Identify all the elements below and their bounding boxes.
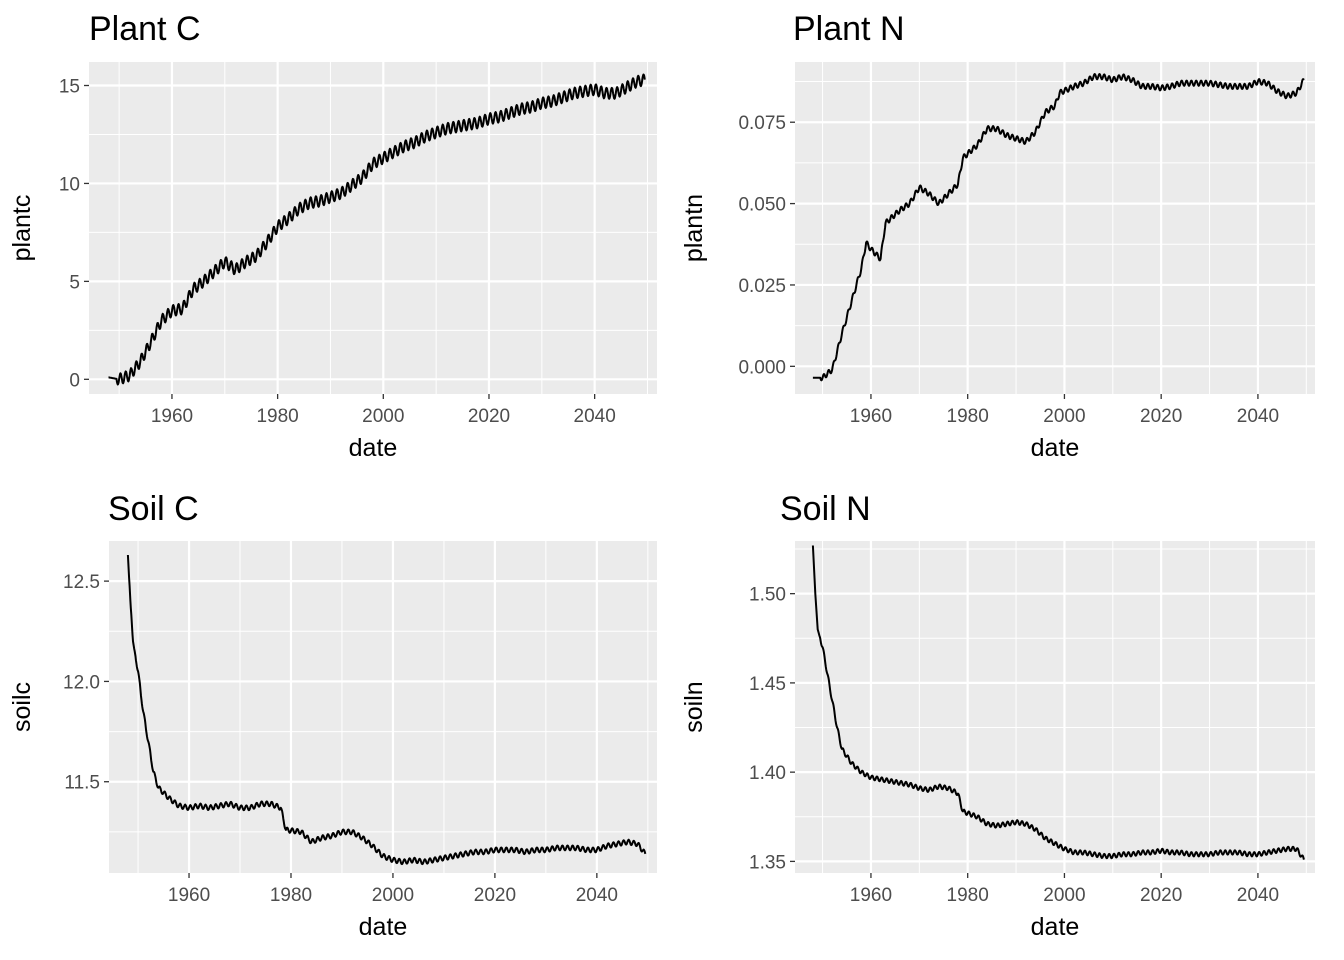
x-tick-label: 2020 bbox=[468, 406, 510, 427]
y-axis-title: soiln bbox=[680, 681, 708, 732]
y-tick-label: 0 bbox=[69, 370, 80, 391]
x-tick-label: 1980 bbox=[256, 406, 298, 427]
x-tick-label: 1980 bbox=[947, 885, 989, 906]
x-tick-label: 1960 bbox=[850, 406, 892, 427]
x-tick-label: 2000 bbox=[372, 885, 414, 906]
y-tick-label: 0.000 bbox=[738, 357, 786, 378]
x-axis-title: date bbox=[1031, 434, 1080, 462]
panel-title-plant-n: Plant N bbox=[793, 10, 905, 48]
y-tick-label: 12.5 bbox=[63, 572, 100, 593]
x-tick-label: 2040 bbox=[1237, 885, 1279, 906]
panel-title-plant-c: Plant C bbox=[89, 10, 201, 48]
x-tick-label: 2000 bbox=[362, 406, 404, 427]
y-tick-label: 15 bbox=[59, 77, 80, 98]
x-axis-title: date bbox=[1031, 913, 1080, 941]
y-tick-label: 0.075 bbox=[738, 113, 786, 134]
panel-background bbox=[795, 541, 1315, 873]
x-tick-label: 2020 bbox=[1140, 885, 1182, 906]
y-tick-label: 12.0 bbox=[63, 672, 100, 693]
x-tick-label: 2000 bbox=[1043, 406, 1085, 427]
y-axis-title: soilc bbox=[8, 682, 36, 732]
panel-soil-c: 1960 1980 2000 2020 2040 11.5 12.0 12.5 date soil… bbox=[8, 541, 657, 941]
y-tick-label: 1.45 bbox=[749, 674, 786, 695]
y-axis-title: plantn bbox=[680, 194, 708, 262]
x-tick-label: 1960 bbox=[151, 406, 193, 427]
panel-plant-n: 1960 1980 2000 2020 2040 0.000 0.025 0.050 0.075… bbox=[680, 62, 1315, 462]
y-tick-label: 11.5 bbox=[64, 773, 100, 794]
x-tick-label: 2000 bbox=[1043, 885, 1085, 906]
panel-plant-c: 1960 1980 2000 2020 2040 0 5 10 15 date plantc bbox=[8, 62, 657, 462]
x-tick-label: 2020 bbox=[474, 885, 516, 906]
y-tick-label: 10 bbox=[59, 174, 80, 195]
x-tick-label: 1960 bbox=[168, 885, 210, 906]
x-tick-label: 1980 bbox=[270, 885, 312, 906]
x-axis-title: date bbox=[359, 913, 408, 941]
series-line bbox=[108, 73, 646, 386]
y-tick-label: 5 bbox=[69, 272, 80, 293]
panel-background bbox=[89, 62, 657, 394]
y-tick-label: 0.025 bbox=[738, 276, 786, 297]
panel-title-soil-c: Soil C bbox=[108, 490, 199, 528]
y-tick-label: 1.35 bbox=[749, 852, 786, 873]
y-tick-label: 0.050 bbox=[738, 195, 786, 216]
x-axis-title: date bbox=[349, 434, 398, 462]
panel-background bbox=[109, 541, 657, 873]
panel-soil-n: 1960 1980 2000 2020 2040 1.35 1.40 1.45 1.50 date… bbox=[680, 541, 1315, 941]
x-tick-label: 1980 bbox=[947, 406, 989, 427]
x-tick-label: 1960 bbox=[850, 885, 892, 906]
series-line bbox=[811, 545, 1305, 860]
series-line bbox=[126, 554, 647, 866]
panel-title-soil-n: Soil N bbox=[780, 490, 871, 528]
y-tick-label: 1.40 bbox=[749, 763, 786, 784]
x-tick-label: 2040 bbox=[1237, 406, 1279, 427]
x-tick-label: 2040 bbox=[574, 406, 616, 427]
x-tick-label: 2040 bbox=[576, 885, 618, 906]
series-line bbox=[812, 73, 1305, 382]
y-axis-title: plantc bbox=[8, 195, 36, 262]
y-tick-label: 1.50 bbox=[749, 585, 786, 606]
panel-background bbox=[795, 62, 1315, 394]
x-tick-label: 2020 bbox=[1140, 406, 1182, 427]
